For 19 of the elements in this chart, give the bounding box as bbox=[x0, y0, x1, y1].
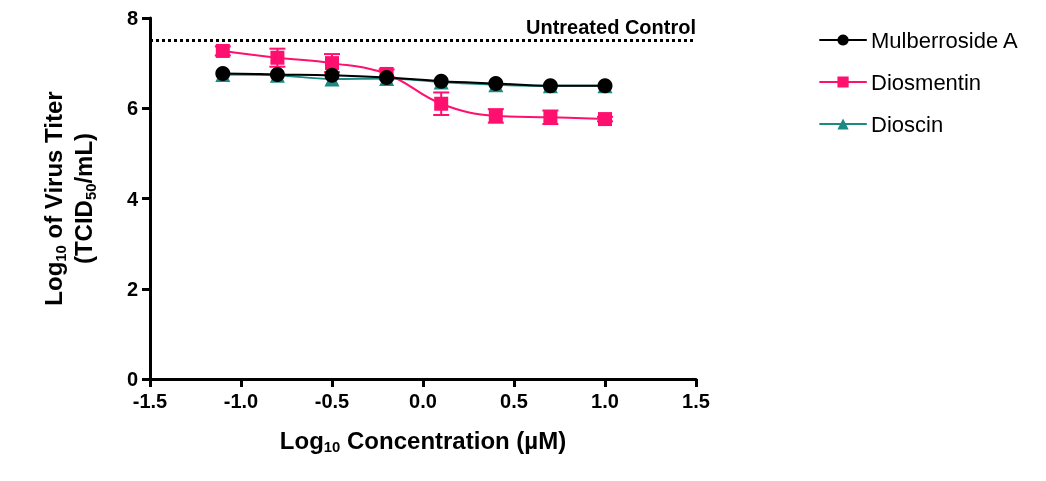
x-tick-label: 1.0 bbox=[591, 390, 619, 412]
x-tick-label: 0.0 bbox=[409, 390, 437, 412]
y-tick-label: 6 bbox=[126, 97, 138, 120]
x-tick-label: -1.0 bbox=[223, 390, 259, 412]
point bbox=[434, 96, 449, 111]
point bbox=[324, 67, 340, 83]
x-tick-label: -0.5 bbox=[314, 390, 350, 412]
y-tick-label: 2 bbox=[126, 277, 138, 300]
x-tick-label: -1.5 bbox=[132, 390, 168, 412]
y-tick-label: 4 bbox=[126, 187, 139, 210]
y-tick-label: 8 bbox=[126, 7, 138, 29]
y-tick-label: 0 bbox=[126, 368, 138, 390]
ref-line-label: Untreated Control bbox=[526, 15, 696, 38]
legend-label: Diosmentin bbox=[871, 69, 982, 95]
x-tick-label: 0.5 bbox=[500, 390, 528, 412]
point bbox=[598, 112, 612, 127]
legend-label: Dioscin bbox=[871, 111, 944, 137]
x-tick-label: 1.5 bbox=[682, 390, 710, 412]
legend-label: Mulberroside A bbox=[871, 27, 1019, 53]
